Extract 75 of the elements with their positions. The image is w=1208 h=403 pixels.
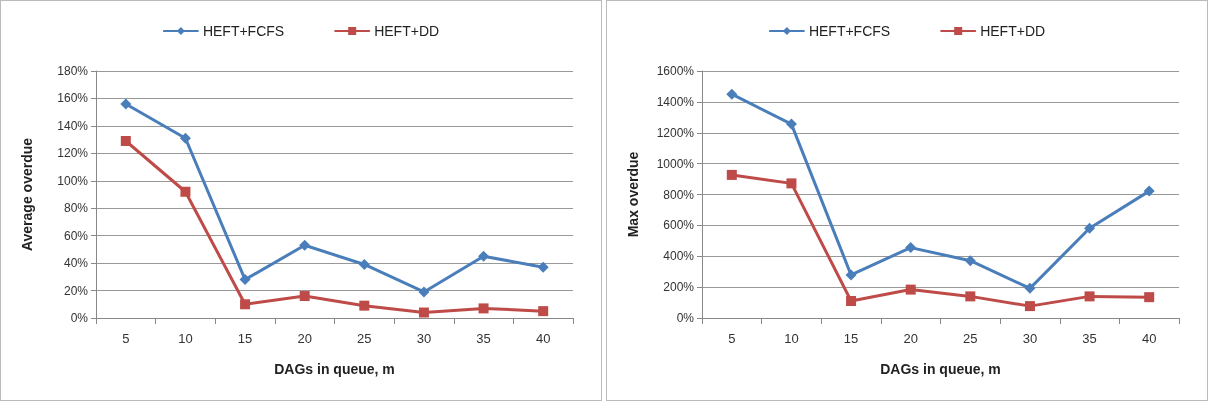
point [785,118,797,130]
x-tick-label: 30 [416,331,432,346]
y-axis-title: Average overdue [19,137,35,252]
y-tick-label: 1400% [656,94,695,109]
x-tick-label: 25 [963,331,978,346]
x-tick-label: 30 [1022,331,1038,346]
y-tick-label: 60% [63,228,89,243]
legend-label: HEFT+FCFS [808,23,891,39]
x-tick-label: 20 [903,331,918,346]
point [537,261,549,273]
point [726,88,738,100]
x-tick-label: 5 [122,331,130,346]
y-tick-label: 1200% [656,125,695,140]
x-tick-label: 10 [178,331,193,346]
point [538,306,549,317]
legend-label: HEFT+DD [980,23,1046,39]
point [1024,301,1035,312]
point [1084,222,1096,234]
point [845,269,857,281]
y-tick-label: 1000% [656,156,695,171]
point [358,258,370,270]
x-tick-label: 35 [476,331,491,346]
point [299,291,310,302]
point [418,307,429,318]
x-tick-label: 10 [784,331,799,346]
y-tick-label: 0% [676,311,695,325]
point [299,239,311,251]
x-tick-label: 20 [297,331,312,346]
x-axis-title: DAGs in queue, m [880,361,1001,377]
y-tick-label: 0% [70,311,89,325]
y-tick-label: 80% [63,201,89,216]
x-tick-label: 35 [1082,331,1097,346]
point [1144,292,1155,303]
point [359,300,370,311]
y-tick-label: 120% [57,146,89,161]
point [239,274,251,286]
y-tick-label: 160% [57,91,89,106]
point [478,303,489,314]
legend-label: HEFT+DD [374,23,440,39]
point [1143,185,1155,197]
point [120,135,131,146]
x-tick-label: 15 [843,331,859,346]
y-axis-title: Max overdue [625,151,641,238]
y-tick-label: 140% [57,118,89,133]
point [964,255,976,267]
x-axis-title: DAGs in queue, m [274,361,395,377]
y-tick-label: 600% [663,218,695,233]
point [179,132,191,144]
x-tick-label: 40 [535,331,551,346]
point [478,250,490,262]
y-tick-label: 200% [663,280,695,295]
point [786,178,797,189]
y-tick-label: 1600% [656,64,695,78]
y-tick-label: 400% [663,249,695,264]
y-tick-label: 40% [63,256,89,271]
point [965,291,976,302]
point [846,296,857,307]
point [240,299,251,310]
y-tick-label: 180% [57,64,89,78]
point [905,242,917,254]
point [418,286,430,298]
point [905,284,916,295]
x-tick-label: 15 [237,331,253,346]
point [1084,291,1095,302]
x-tick-label: 40 [1141,331,1157,346]
x-tick-label: 5 [728,331,736,346]
point [180,186,191,197]
x-tick-label: 25 [357,331,372,346]
y-tick-label: 800% [663,187,695,202]
point [120,98,132,110]
point [1024,282,1036,294]
y-tick-label: 20% [63,283,89,298]
legend-label: HEFT+FCFS [202,23,285,39]
point [726,169,737,180]
y-tick-label: 100% [57,173,89,188]
